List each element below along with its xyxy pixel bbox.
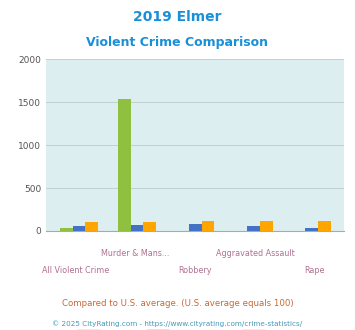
Text: Rape: Rape (304, 266, 325, 275)
Text: Murder & Mans...: Murder & Mans... (102, 249, 170, 258)
Bar (202, 221, 214, 231)
Bar (131, 225, 143, 231)
Text: 2019 Elmer: 2019 Elmer (133, 10, 222, 24)
Legend: Elmer, New Jersey, National: Elmer, New Jersey, National (73, 325, 318, 330)
Bar (260, 221, 273, 231)
Text: Compared to U.S. average. (U.S. average equals 100): Compared to U.S. average. (U.S. average … (62, 299, 293, 308)
Text: Violent Crime Comparison: Violent Crime Comparison (87, 36, 268, 49)
Text: All Violent Crime: All Violent Crime (42, 266, 110, 275)
Bar (318, 221, 331, 231)
Bar (118, 99, 131, 231)
Text: © 2025 CityRating.com - https://www.cityrating.com/crime-statistics/: © 2025 CityRating.com - https://www.city… (53, 320, 302, 327)
Text: Aggravated Assault: Aggravated Assault (215, 249, 294, 258)
Text: Robbery: Robbery (179, 266, 212, 275)
Bar (60, 228, 72, 231)
Bar (305, 228, 318, 231)
Bar (247, 226, 260, 231)
Bar (143, 221, 156, 231)
Bar (189, 224, 202, 231)
Bar (72, 226, 85, 231)
Bar (85, 221, 98, 231)
